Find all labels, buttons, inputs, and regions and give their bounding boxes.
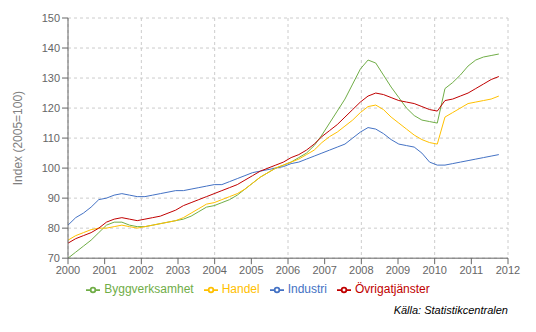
svg-text:2012: 2012 [496,264,520,276]
svg-text:70: 70 [48,252,60,264]
svg-text:80: 80 [48,222,60,234]
svg-text:2009: 2009 [386,264,410,276]
html-text:Övrigatjänster: Övrigatjänster [355,282,430,297]
svg-text:100: 100 [42,162,60,174]
svg-text:2001: 2001 [92,264,116,276]
html-text:Industri: Industri [287,282,327,297]
svg-text:2006: 2006 [276,264,300,276]
svg-text:2008: 2008 [349,264,373,276]
svg-text:2011: 2011 [460,264,484,276]
svg-text:2002: 2002 [129,264,153,276]
svg-text:150: 150 [42,12,60,24]
svg-text:110: 110 [42,132,60,144]
html-text:Källa: Statistikcentralen: Källa: Statistikcentralen [393,304,508,316]
html-text:Handel: Handel [221,282,260,297]
svg-text:2010: 2010 [422,264,446,276]
svg-text:140: 140 [42,42,60,54]
svg-text:2007: 2007 [312,264,336,276]
svg-text:Index (2005=100): Index (2005=100) [11,91,25,185]
svg-text:120: 120 [42,102,60,114]
svg-text:2000: 2000 [56,264,80,276]
svg-text:90: 90 [48,192,60,204]
svg-text:2004: 2004 [202,264,226,276]
svg-text:130: 130 [42,72,60,84]
svg-text:2003: 2003 [166,264,190,276]
svg-text:2005: 2005 [239,264,263,276]
html-text:Byggverksamhet: Byggverksamhet [104,282,194,297]
